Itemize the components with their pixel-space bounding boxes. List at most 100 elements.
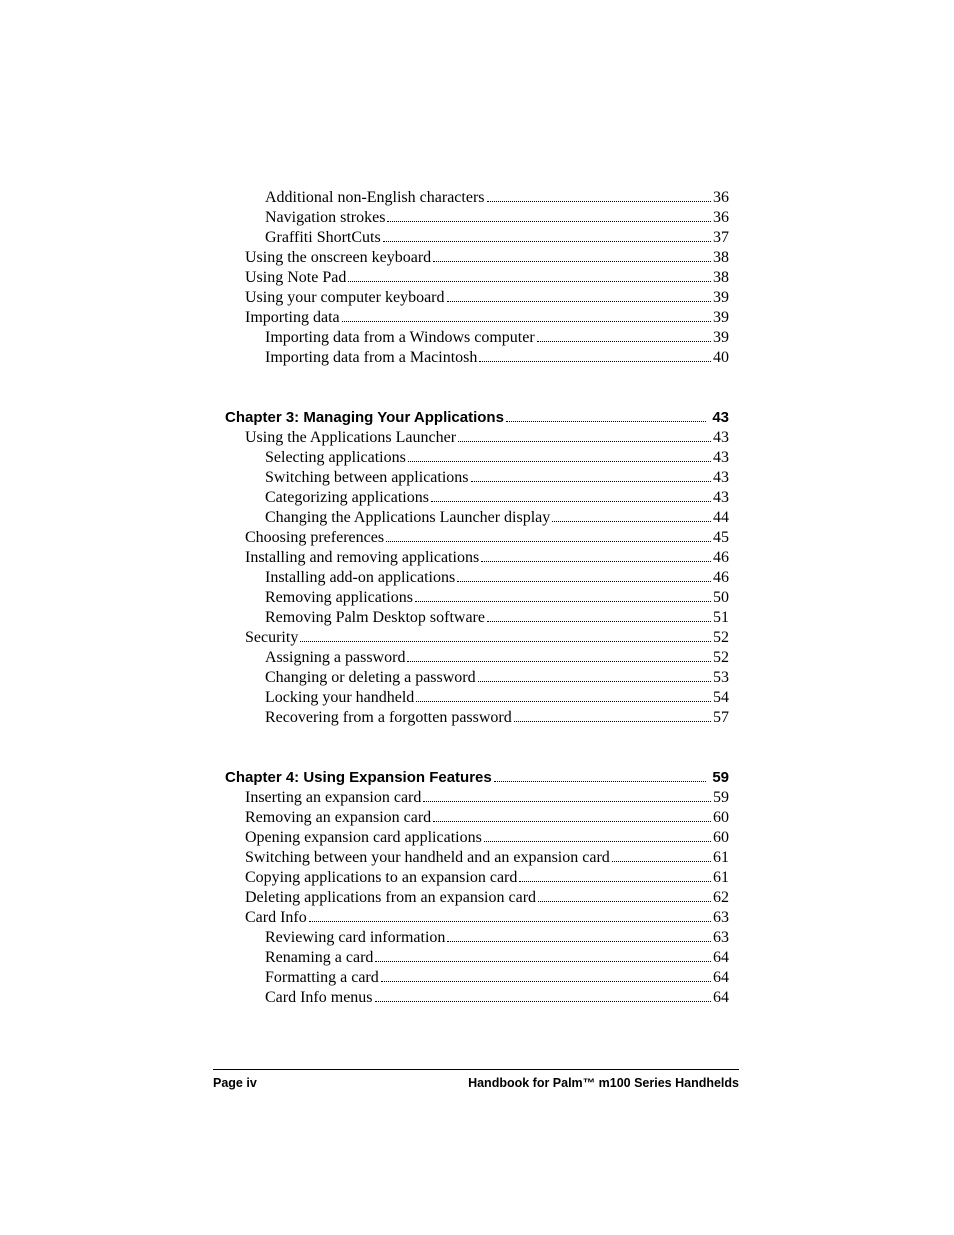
toc-entry-page: 44	[713, 508, 729, 528]
toc-entry-title: Using Note Pad	[245, 268, 346, 288]
toc-entry[interactable]: Navigation strokes36	[225, 208, 729, 228]
toc-entry[interactable]: Additional non-English characters36	[225, 188, 729, 208]
toc-entry-page: 39	[713, 288, 729, 308]
toc-entry-title: Renaming a card	[265, 948, 373, 968]
toc-entry-page: 39	[713, 308, 729, 328]
toc-leader-dots	[447, 933, 711, 942]
toc-leader-dots	[387, 213, 711, 222]
toc-entry[interactable]: Removing applications50	[225, 588, 729, 608]
toc-chapter-title: Chapter 4: Using Expansion Features	[225, 768, 492, 788]
toc-entry[interactable]: Copying applications to an expansion car…	[225, 868, 729, 888]
toc-entry[interactable]: Importing data from a Windows computer39	[225, 328, 729, 348]
toc-entry-title: Using the onscreen keyboard	[245, 248, 431, 268]
toc-leader-dots	[408, 453, 711, 462]
toc-entry[interactable]: Recovering from a forgotten password57	[225, 708, 729, 728]
toc-entry[interactable]: Installing add-on applications46	[225, 568, 729, 588]
toc-entry[interactable]: Switching between your handheld and an e…	[225, 848, 729, 868]
toc-entry[interactable]: Categorizing applications43	[225, 488, 729, 508]
toc-entry-page: 59	[713, 788, 729, 808]
toc-leader-dots	[386, 533, 711, 542]
toc-entry[interactable]: Installing and removing applications46	[225, 548, 729, 568]
toc-leader-dots	[433, 253, 711, 262]
footer-page-number: Page iv	[213, 1076, 257, 1090]
toc-entry[interactable]: Changing or deleting a password53	[225, 668, 729, 688]
toc-entry-page: 64	[713, 948, 729, 968]
toc-leader-dots	[478, 673, 711, 682]
toc-entry-title: Switching between applications	[265, 468, 469, 488]
toc-entry-page: 54	[713, 688, 729, 708]
toc-leader-dots	[552, 513, 711, 522]
toc-entry-page: 43	[713, 428, 729, 448]
toc-leader-dots	[457, 573, 711, 582]
toc-entry[interactable]: Importing data39	[225, 308, 729, 328]
toc-entry[interactable]: Formatting a card64	[225, 968, 729, 988]
footer-rule	[213, 1069, 739, 1070]
toc-leader-dots	[309, 913, 711, 922]
toc-entry-title: Security	[245, 628, 298, 648]
toc-chapter-page: 43	[708, 408, 729, 428]
toc-entry[interactable]: Security 52	[225, 628, 729, 648]
toc-entry-page: 43	[713, 448, 729, 468]
toc-entry-page: 36	[713, 208, 729, 228]
toc-entry[interactable]: Renaming a card 64	[225, 948, 729, 968]
toc-entry-page: 43	[713, 488, 729, 508]
toc-entry-page: 40	[713, 348, 729, 368]
toc-leader-dots	[487, 193, 712, 202]
toc-entry[interactable]: Reviewing card information63	[225, 928, 729, 948]
toc-entry[interactable]: Opening expansion card applications60	[225, 828, 729, 848]
toc-entry[interactable]: Using the onscreen keyboard38	[225, 248, 729, 268]
toc-entry-page: 52	[713, 628, 729, 648]
toc-entry-title: Assigning a password	[265, 648, 405, 668]
toc-entry-page: 50	[713, 588, 729, 608]
toc-leader-dots	[479, 353, 711, 362]
toc-entry[interactable]: Choosing preferences45	[225, 528, 729, 548]
toc-entry[interactable]: Inserting an expansion card59	[225, 788, 729, 808]
toc-entry[interactable]: Locking your handheld54	[225, 688, 729, 708]
toc-entry[interactable]: Card Info menus64	[225, 988, 729, 1008]
toc-leader-dots	[407, 653, 711, 662]
toc-leader-dots	[506, 414, 706, 423]
toc-leader-dots	[423, 793, 711, 802]
toc-entry[interactable]: Changing the Applications Launcher displ…	[225, 508, 729, 528]
toc-leader-dots	[519, 873, 711, 882]
toc-entry-title: Importing data from a Macintosh	[265, 348, 477, 368]
toc-entry-title: Changing the Applications Launcher displ…	[265, 508, 550, 528]
section-gap	[225, 368, 729, 408]
toc-page: Additional non-English characters36Navig…	[0, 0, 954, 1235]
toc-entry[interactable]: Switching between applications 43	[225, 468, 729, 488]
toc-entry-title: Removing an expansion card	[245, 808, 431, 828]
toc-entry-page: 43	[713, 468, 729, 488]
toc-entry[interactable]: Importing data from a Macintosh 40	[225, 348, 729, 368]
toc-leader-dots	[487, 613, 711, 622]
toc-entry-title: Removing Palm Desktop software	[265, 608, 485, 628]
toc-entry[interactable]: Removing Palm Desktop software51	[225, 608, 729, 628]
toc-entry[interactable]: Using Note Pad 38	[225, 268, 729, 288]
toc-entry[interactable]: Graffiti ShortCuts37	[225, 228, 729, 248]
toc-entry[interactable]: Deleting applications from an expansion …	[225, 888, 729, 908]
toc-container: Additional non-English characters36Navig…	[225, 188, 729, 1008]
toc-chapter-page: 59	[708, 768, 729, 788]
toc-entry-title: Selecting applications	[265, 448, 406, 468]
toc-entry[interactable]: Using the Applications Launcher43	[225, 428, 729, 448]
toc-entry-title: Switching between your handheld and an e…	[245, 848, 610, 868]
toc-entry[interactable]: Selecting applications 43	[225, 448, 729, 468]
toc-entry-title: Installing and removing applications	[245, 548, 479, 568]
page-footer: Page iv Handbook for Palm™ m100 Series H…	[213, 1069, 739, 1090]
toc-entry[interactable]: Using your computer keyboard39	[225, 288, 729, 308]
toc-entry-page: 60	[713, 808, 729, 828]
toc-entry-page: 52	[713, 648, 729, 668]
toc-chapter-heading[interactable]: Chapter 4: Using Expansion Features 59	[225, 768, 729, 788]
toc-entry-page: 38	[713, 268, 729, 288]
section-gap	[225, 728, 729, 768]
toc-chapter-heading[interactable]: Chapter 3: Managing Your Applications 43	[225, 408, 729, 428]
toc-leader-dots	[375, 953, 711, 962]
toc-entry-page: 61	[713, 848, 729, 868]
toc-entry-title: Card Info	[245, 908, 307, 928]
toc-entry[interactable]: Card Info63	[225, 908, 729, 928]
toc-entry[interactable]: Removing an expansion card 60	[225, 808, 729, 828]
footer-book-title: Handbook for Palm™ m100 Series Handhelds	[468, 1076, 739, 1090]
toc-leader-dots	[431, 493, 711, 502]
toc-entry-title: Formatting a card	[265, 968, 379, 988]
toc-leader-dots	[537, 333, 711, 342]
toc-entry[interactable]: Assigning a password 52	[225, 648, 729, 668]
